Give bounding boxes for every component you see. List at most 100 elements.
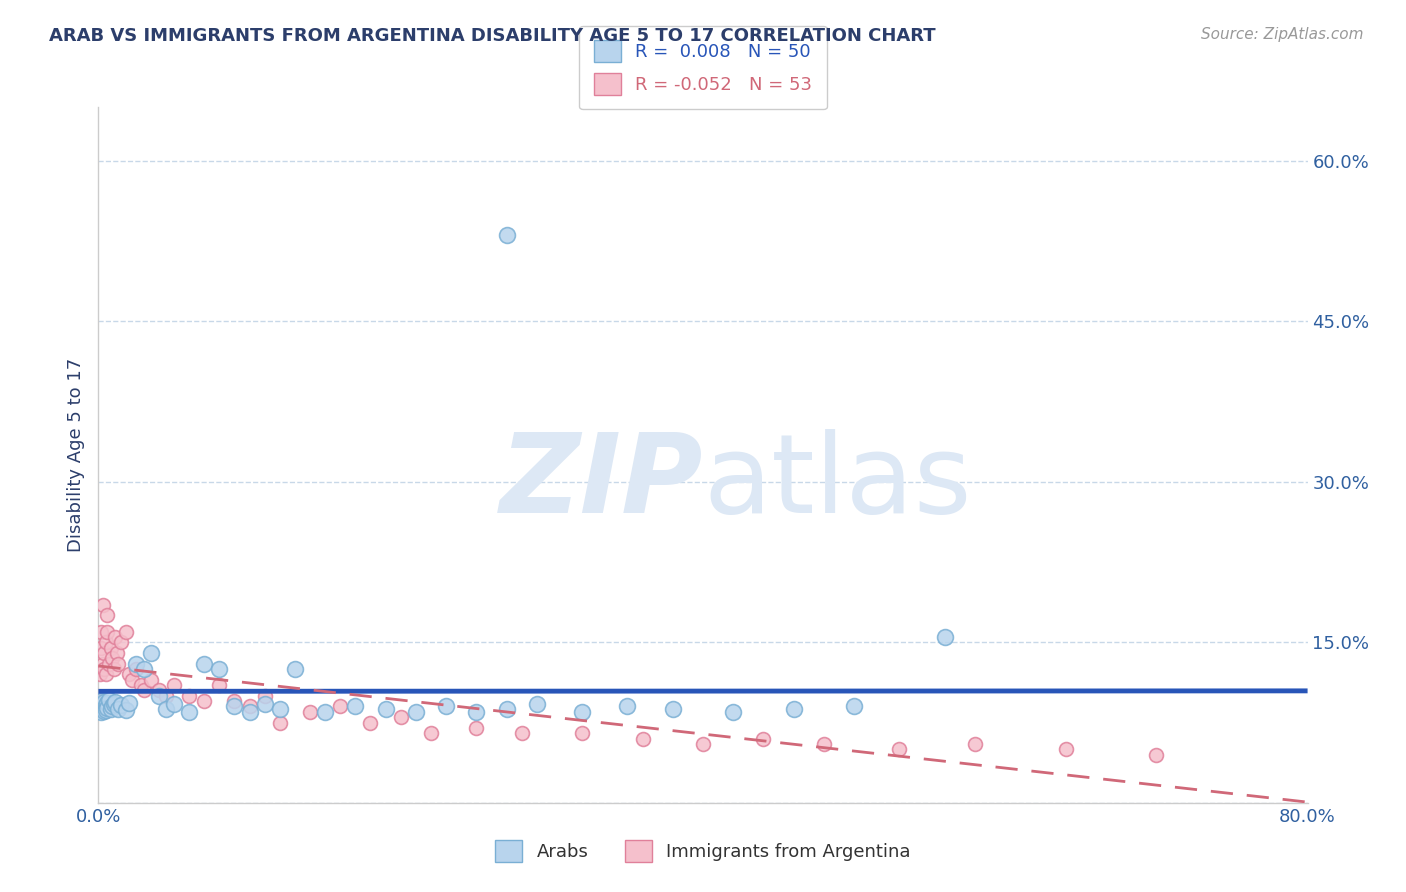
Point [103, 662, 125, 676]
Point [98, 693, 121, 707]
Point [132, 662, 155, 676]
Point [571, 705, 593, 719]
Point [93, 662, 115, 676]
Point [495, 228, 517, 243]
Point [163, 698, 186, 712]
Point [121, 673, 143, 687]
Point [269, 701, 291, 715]
Point [314, 705, 336, 719]
Legend: Arabs, Immigrants from Argentina: Arabs, Immigrants from Argentina [488, 833, 918, 870]
Point [104, 695, 127, 709]
Point [91, 701, 114, 715]
Point [360, 715, 382, 730]
Point [374, 701, 396, 715]
Point [661, 701, 683, 715]
Text: ZIP: ZIP [499, 429, 703, 536]
Point [90, 624, 112, 639]
Point [405, 705, 427, 719]
Point [93, 704, 115, 718]
Point [98, 657, 121, 671]
Point [101, 651, 124, 665]
Point [114, 703, 136, 717]
Point [141, 673, 163, 687]
Point [616, 699, 638, 714]
Text: atlas: atlas [703, 429, 972, 536]
Point [253, 698, 276, 712]
Point [723, 705, 745, 719]
Point [94, 635, 117, 649]
Point [179, 689, 201, 703]
Point [239, 699, 262, 714]
Point [155, 689, 177, 703]
Point [100, 640, 122, 655]
Point [284, 662, 307, 676]
Point [1054, 742, 1077, 756]
Point [94, 703, 117, 717]
Point [1144, 747, 1167, 762]
Point [965, 737, 987, 751]
Point [889, 742, 911, 756]
Point [148, 683, 170, 698]
Point [495, 701, 517, 715]
Legend: R =  0.008   N = 50, R = -0.052   N = 53: R = 0.008 N = 50, R = -0.052 N = 53 [579, 26, 827, 110]
Point [208, 662, 231, 676]
Point [208, 678, 231, 692]
Point [934, 630, 956, 644]
Point [692, 737, 714, 751]
Point [125, 657, 148, 671]
Point [844, 699, 866, 714]
Point [110, 635, 132, 649]
Point [110, 698, 132, 713]
Point [94, 667, 117, 681]
Point [783, 701, 806, 715]
Point [179, 705, 201, 719]
Point [813, 737, 835, 751]
Point [96, 696, 118, 710]
Point [114, 624, 136, 639]
Point [93, 646, 115, 660]
Point [141, 646, 163, 660]
Point [96, 608, 118, 623]
Point [100, 701, 122, 715]
Point [96, 624, 118, 639]
Point [239, 705, 262, 719]
Point [103, 698, 125, 712]
Point [269, 715, 291, 730]
Point [101, 699, 124, 714]
Point [224, 694, 246, 708]
Point [193, 657, 215, 671]
Point [90, 640, 112, 655]
Point [118, 696, 141, 710]
Point [510, 726, 533, 740]
Point [89, 699, 111, 714]
Point [107, 701, 129, 715]
Point [434, 699, 457, 714]
Point [329, 699, 352, 714]
Point [148, 689, 170, 703]
Point [465, 705, 488, 719]
Point [107, 657, 129, 671]
Point [132, 683, 155, 698]
Y-axis label: Disability Age 5 to 17: Disability Age 5 to 17 [66, 358, 84, 552]
Point [253, 689, 276, 703]
Point [344, 699, 367, 714]
Point [104, 630, 127, 644]
Point [125, 662, 148, 676]
Point [224, 699, 246, 714]
Text: Source: ZipAtlas.com: Source: ZipAtlas.com [1201, 27, 1364, 42]
Point [96, 700, 118, 714]
Point [91, 598, 114, 612]
Point [93, 695, 115, 709]
Point [129, 678, 152, 692]
Point [118, 667, 141, 681]
Point [193, 694, 215, 708]
Point [89, 667, 111, 681]
Text: ARAB VS IMMIGRANTS FROM ARGENTINA DISABILITY AGE 5 TO 17 CORRELATION CHART: ARAB VS IMMIGRANTS FROM ARGENTINA DISABI… [49, 27, 936, 45]
Point [571, 726, 593, 740]
Point [752, 731, 775, 746]
Point [163, 678, 186, 692]
Point [299, 705, 322, 719]
Point [90, 705, 112, 719]
Point [94, 698, 117, 713]
Point [89, 694, 111, 708]
